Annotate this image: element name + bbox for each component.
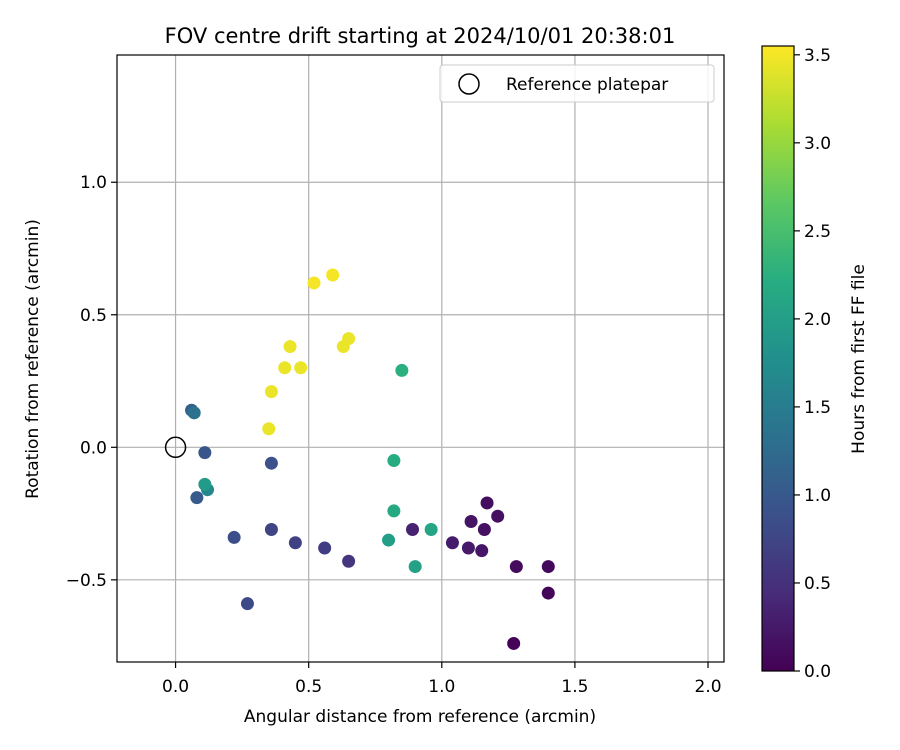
data-point	[264, 522, 278, 536]
data-point	[406, 522, 420, 536]
data-point	[326, 268, 340, 282]
colorbar-tick-label: 1.5	[804, 398, 831, 418]
x-tick-label: 0.0	[162, 677, 189, 697]
y-axis-label: Rotation from reference (arcmin)	[23, 219, 43, 499]
data-point	[307, 276, 321, 290]
legend-reference-marker	[458, 73, 480, 95]
y-tick-label: 1.0	[80, 173, 107, 193]
data-point	[264, 385, 278, 399]
colorbar-tick-label: 0.0	[804, 662, 831, 682]
data-point	[408, 560, 422, 574]
data-point	[294, 361, 308, 375]
colorbar-frame	[761, 45, 795, 672]
colorbar-tick-label: 2.5	[804, 222, 831, 242]
data-point	[395, 363, 409, 377]
legend-entry-label: Reference platepar	[506, 75, 668, 95]
colorbar-tick-label: 3.0	[804, 134, 831, 154]
y-tick-label: 0.0	[80, 438, 107, 458]
data-point	[187, 406, 201, 420]
data-point	[507, 636, 521, 650]
colorbar-gradient	[762, 46, 794, 671]
x-axis-label: Angular distance from reference (arcmin)	[244, 707, 596, 727]
data-point	[477, 522, 491, 536]
data-point	[278, 361, 292, 375]
data-point	[387, 454, 401, 468]
x-axis-ticks: 0.0 0.5 1.0 1.5 2.0	[162, 662, 722, 697]
data-point	[382, 533, 396, 547]
data-point	[480, 496, 494, 510]
data-point	[541, 586, 555, 600]
data-point	[491, 509, 505, 523]
data-point	[464, 515, 478, 529]
legend: Reference platepar	[439, 64, 715, 103]
y-tick-label: −0.5	[66, 571, 107, 591]
data-point	[461, 541, 475, 555]
data-point	[342, 554, 356, 568]
colorbar: 0.0 0.5 1.0 1.5 2.0 2.5 3.0 3.5 Hours from firs…	[761, 45, 869, 682]
data-point	[198, 477, 212, 491]
data-point	[387, 504, 401, 518]
data-point	[262, 422, 276, 436]
chart-title: FOV centre drift starting at 2024/10/01 …	[165, 24, 676, 48]
y-axis-ticks: −0.5 0.0 0.5 1.0	[66, 173, 117, 591]
data-point	[198, 446, 212, 460]
data-point	[283, 340, 297, 354]
x-tick-label: 0.5	[295, 677, 322, 697]
x-tick-label: 2.0	[695, 677, 722, 697]
data-point	[509, 560, 523, 574]
colorbar-ticks: 0.0 0.5 1.0 1.5 2.0 2.5 3.0 3.5	[794, 46, 831, 682]
y-tick-label: 0.5	[80, 306, 107, 326]
data-point	[541, 560, 555, 574]
x-tick-label: 1.5	[561, 677, 588, 697]
colorbar-tick-label: 3.5	[804, 46, 831, 66]
data-point	[342, 332, 356, 346]
colorbar-tick-label: 0.5	[804, 574, 831, 594]
data-point	[288, 536, 302, 550]
reference-marker-layer	[164, 436, 187, 459]
x-tick-label: 1.0	[428, 677, 455, 697]
reference-platepar-marker	[164, 436, 187, 459]
data-point	[424, 522, 438, 536]
data-point	[227, 530, 241, 544]
colorbar-label: Hours from first FF file	[849, 264, 869, 454]
data-point	[475, 544, 489, 558]
data-point	[190, 491, 204, 505]
grid	[117, 55, 724, 662]
data-point	[240, 597, 254, 611]
data-point	[264, 456, 278, 470]
legend-box	[439, 64, 715, 103]
data-point	[445, 536, 459, 550]
colorbar-tick-label: 1.0	[804, 486, 831, 506]
data-points	[185, 268, 555, 650]
plot-frame	[116, 54, 725, 663]
colorbar-tick-label: 2.0	[804, 310, 831, 330]
data-point	[318, 541, 332, 555]
